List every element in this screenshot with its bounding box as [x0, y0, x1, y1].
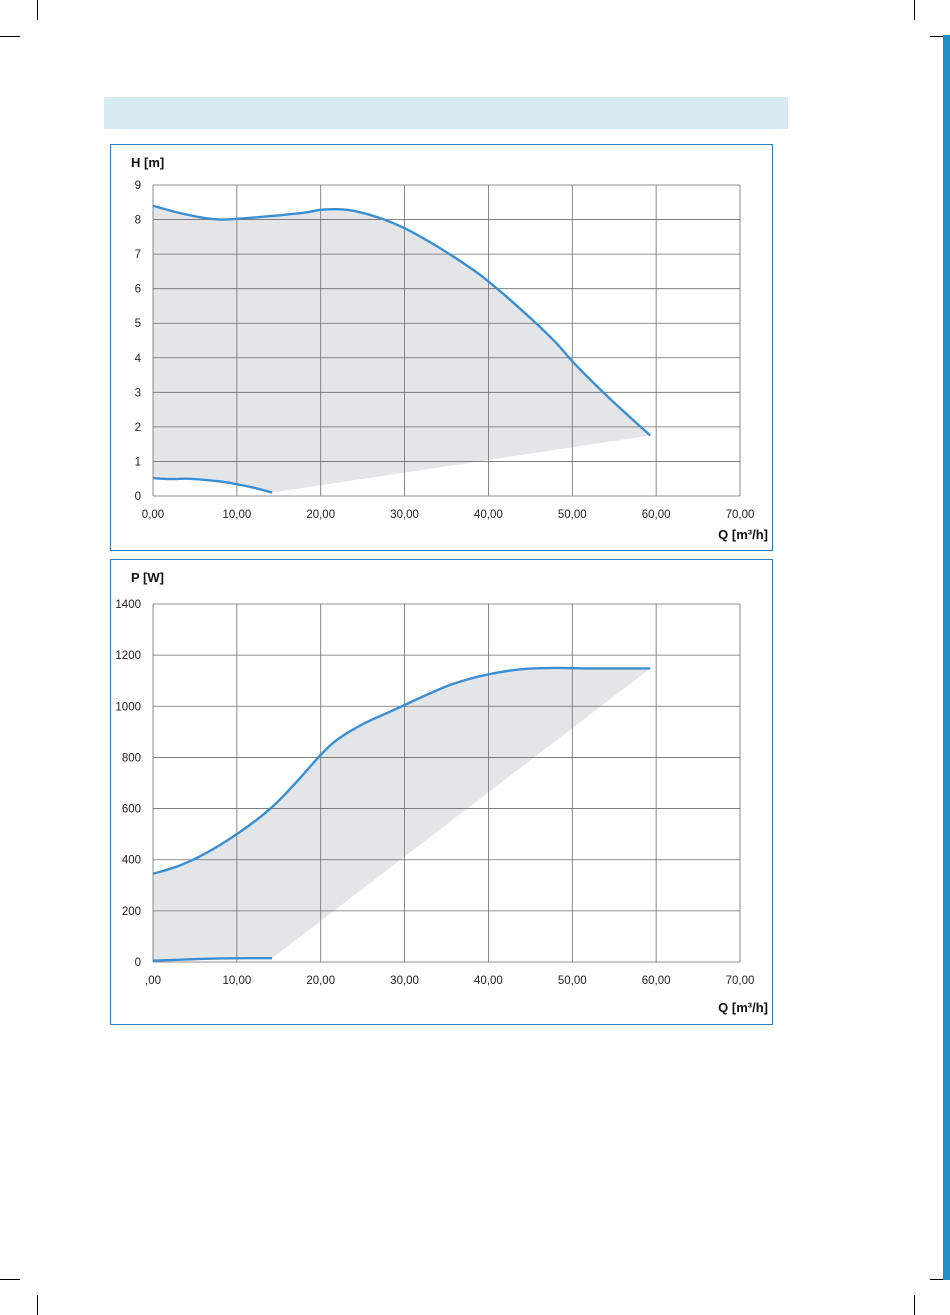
crop-mark — [37, 1295, 38, 1315]
head-y-tick-label: 3 — [135, 387, 141, 399]
header-band — [104, 97, 788, 129]
head-x-tick-label: 40,00 — [474, 509, 503, 521]
crop-mark — [914, 1295, 915, 1315]
crop-mark — [930, 36, 950, 37]
head-y-tick-label: 2 — [135, 422, 141, 434]
head-max-curve — [152, 204, 652, 437]
power-x-tick-label: 10,00 — [222, 975, 251, 987]
head-y-tick-label: 9 — [135, 180, 141, 192]
head-x-tick-label: 0,00 — [142, 509, 164, 521]
head-y-tick-label: 7 — [135, 249, 141, 261]
power-x-tick-label: 70,00 — [726, 975, 755, 987]
head-x-tick-label: 60,00 — [642, 509, 671, 521]
head-x-tick-label: 30,00 — [390, 509, 419, 521]
power-x-tick-label: 30,00 — [390, 975, 419, 987]
head-y-tick-label: 5 — [135, 318, 141, 330]
head-y-tick-label: 6 — [135, 284, 141, 296]
crop-mark — [914, 0, 915, 20]
crop-mark — [0, 1279, 20, 1280]
power-y-tick-label: 1200 — [115, 650, 141, 662]
head-y-tick-label: 1 — [135, 456, 141, 468]
power-y-tick-label: 400 — [122, 855, 141, 867]
power-x-tick-label: 60,00 — [642, 975, 671, 987]
power-y-tick-label: 1000 — [115, 701, 141, 713]
power-y-tick-label: 600 — [122, 804, 141, 816]
crop-mark — [930, 1279, 950, 1280]
power-operating-area — [153, 667, 651, 961]
power-x-tick-label: 50,00 — [558, 975, 587, 987]
power-y-tick-label: 1400 — [115, 599, 141, 611]
power-max-curve — [152, 666, 651, 875]
crop-mark — [0, 36, 20, 37]
power-chart: ,00 10,00 20,00 30,00 40,00 50,00 60,00 70,00 0 2… — [115, 570, 768, 1015]
head-x-axis-label: Q [m³/h] — [718, 527, 768, 542]
head-y-tick-label: 0 — [135, 491, 141, 503]
power-chart-panel: ,00 10,00 20,00 30,00 40,00 50,00 60,00 70,00 0 2… — [110, 559, 773, 1025]
head-y-tick-label: 4 — [135, 353, 142, 365]
power-x-tick-label: 20,00 — [306, 975, 335, 987]
head-x-tick-label: 10,00 — [222, 509, 251, 521]
head-y-tick-label: 8 — [135, 215, 141, 227]
head-axis-title: H [m] — [131, 155, 164, 170]
head-min-curve — [152, 476, 273, 494]
power-x-axis-label: Q [m³/h] — [718, 1000, 768, 1015]
side-color-strip — [943, 35, 950, 1280]
head-x-tick-label: 70,00 — [726, 509, 755, 521]
power-y-tick-label: 800 — [122, 752, 141, 764]
head-x-tick-label: 20,00 — [306, 509, 335, 521]
crop-mark — [37, 0, 38, 20]
head-operating-area — [153, 205, 651, 493]
head-chart: 0,00 10,00 20,00 30,00 40,00 50,00 60,00 70,00 0… — [131, 155, 768, 542]
power-y-tick-label: 0 — [135, 957, 141, 969]
head-chart-panel: 0,00 10,00 20,00 30,00 40,00 50,00 60,00 70,00 0… — [110, 144, 773, 551]
power-x-tick-label: ,00 — [145, 975, 161, 987]
power-x-tick-label: 40,00 — [474, 975, 503, 987]
head-x-tick-label: 50,00 — [558, 509, 587, 521]
power-y-tick-label: 200 — [122, 906, 141, 918]
power-axis-title: P [W] — [131, 570, 164, 585]
power-min-curve — [152, 956, 273, 962]
